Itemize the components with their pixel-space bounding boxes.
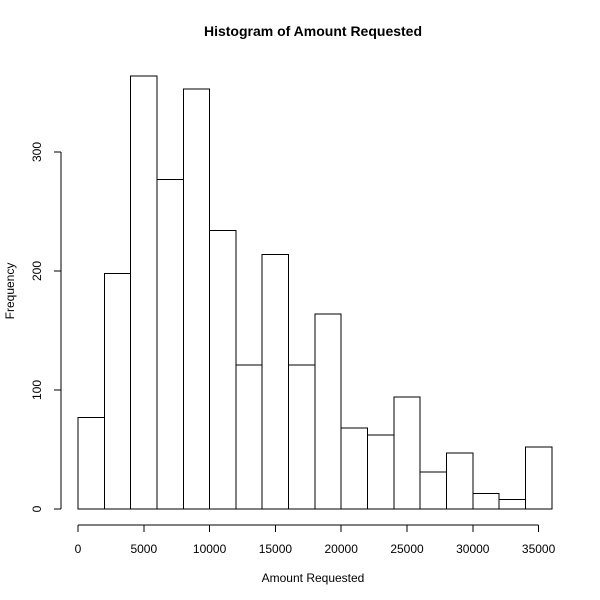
- x-tick-label: 20000: [325, 542, 359, 556]
- histogram-bar-9: [314, 313, 342, 510]
- x-tick-label: 30000: [456, 542, 490, 556]
- histogram-bar-10: [340, 427, 369, 510]
- chart-title: Histogram of Amount Requested: [204, 23, 422, 39]
- y-tick-label: 200: [30, 261, 44, 281]
- histogram-bar-6: [235, 364, 263, 510]
- y-tick-label: 0: [30, 505, 44, 512]
- histogram-bars: [77, 75, 553, 510]
- x-tick-label: 35000: [522, 542, 556, 556]
- histogram-bar-13: [419, 471, 447, 510]
- x-tick-label: 15000: [259, 542, 293, 556]
- histogram-bar-7: [261, 253, 290, 510]
- histogram-bar-5: [209, 230, 237, 510]
- histogram-bar-16: [498, 498, 526, 510]
- histogram-bar-0: [77, 416, 105, 510]
- y-tick-label: 300: [30, 142, 44, 162]
- histogram-bar-11: [367, 434, 395, 510]
- histogram-bar-3: [156, 178, 184, 510]
- x-tick-label: 5000: [130, 542, 157, 556]
- y-tick-label: 100: [30, 380, 44, 400]
- histogram-bar-4: [182, 88, 211, 510]
- histogram-bar-1: [103, 272, 132, 510]
- histogram-bar-2: [130, 75, 158, 510]
- histogram-bar-17: [524, 446, 553, 510]
- x-axis: 0 5000 10000 15000 20000 25000 30000 35000: [75, 524, 556, 556]
- y-axis-label: Frequency: [3, 263, 17, 320]
- x-tick-label: 10000: [193, 542, 227, 556]
- histogram-bar-14: [445, 452, 474, 510]
- x-tick-label: 25000: [390, 542, 424, 556]
- histogram-bar-8: [288, 364, 316, 510]
- x-axis-label: Amount Requested: [262, 571, 365, 585]
- histogram-bar-12: [393, 396, 421, 510]
- histogram-bar-15: [472, 493, 500, 510]
- y-axis: 0 100 200 300: [30, 142, 62, 512]
- x-tick-label: 0: [75, 542, 82, 556]
